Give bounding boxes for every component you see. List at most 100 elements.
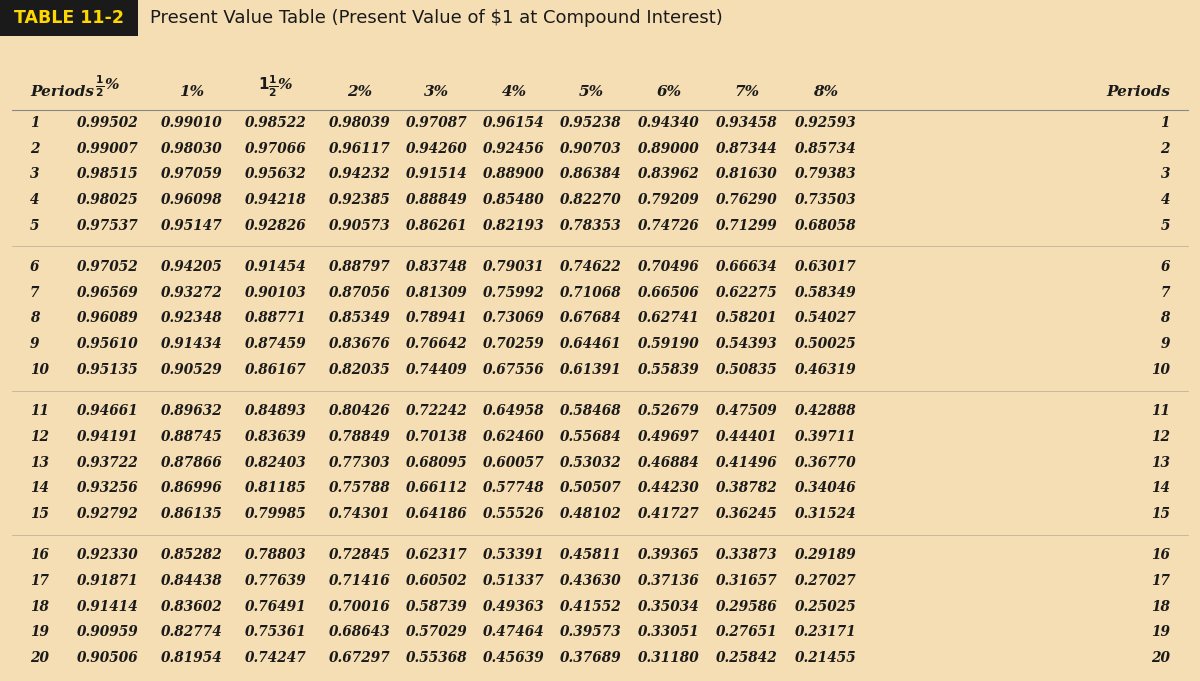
Text: 0.98522: 0.98522 xyxy=(245,116,307,130)
Text: 0.36770: 0.36770 xyxy=(796,456,857,470)
Text: 0.68643: 0.68643 xyxy=(329,625,391,639)
Text: 0.25025: 0.25025 xyxy=(796,600,857,614)
Text: 0.86996: 0.86996 xyxy=(161,481,223,495)
Text: 0.91414: 0.91414 xyxy=(77,600,139,614)
Text: 0.81185: 0.81185 xyxy=(245,481,307,495)
Text: 0.76491: 0.76491 xyxy=(245,600,307,614)
Text: 0.66506: 0.66506 xyxy=(638,286,700,300)
Text: Periods: Periods xyxy=(30,85,94,99)
Text: 0.94191: 0.94191 xyxy=(77,430,139,444)
Text: 6: 6 xyxy=(1160,260,1170,274)
Text: 0.90959: 0.90959 xyxy=(77,625,139,639)
Text: 0.55684: 0.55684 xyxy=(560,430,622,444)
Text: 0.47464: 0.47464 xyxy=(484,625,545,639)
Text: 0.87344: 0.87344 xyxy=(716,142,778,155)
Text: 13: 13 xyxy=(30,456,49,470)
Text: 0.53032: 0.53032 xyxy=(560,456,622,470)
Text: 0.94340: 0.94340 xyxy=(638,116,700,130)
Text: 0.90703: 0.90703 xyxy=(560,142,622,155)
Text: 0.79031: 0.79031 xyxy=(484,260,545,274)
Text: 10: 10 xyxy=(1151,363,1170,377)
Text: 0.55368: 0.55368 xyxy=(406,651,468,665)
Text: 8: 8 xyxy=(1160,311,1170,326)
Text: 0.54027: 0.54027 xyxy=(796,311,857,326)
Text: 13: 13 xyxy=(1151,456,1170,470)
Text: 2%: 2% xyxy=(348,85,372,99)
Text: 0.67684: 0.67684 xyxy=(560,311,622,326)
Text: 11: 11 xyxy=(30,404,49,418)
Text: 2: 2 xyxy=(30,142,40,155)
Text: 18: 18 xyxy=(1151,600,1170,614)
Text: 15: 15 xyxy=(1151,507,1170,521)
Text: 0.78353: 0.78353 xyxy=(560,219,622,233)
Text: 0.44230: 0.44230 xyxy=(638,481,700,495)
Text: 0.25842: 0.25842 xyxy=(716,651,778,665)
Text: 0.80426: 0.80426 xyxy=(329,404,391,418)
Text: 0.46884: 0.46884 xyxy=(638,456,700,470)
Bar xyxy=(0,0,138,36)
Text: 0.62460: 0.62460 xyxy=(484,430,545,444)
Text: 0.93458: 0.93458 xyxy=(716,116,778,130)
Text: 0.91871: 0.91871 xyxy=(77,574,139,588)
Text: 0.63017: 0.63017 xyxy=(796,260,857,274)
Text: 0.83676: 0.83676 xyxy=(329,337,391,351)
Text: 0.91514: 0.91514 xyxy=(406,168,468,181)
Text: 0.95135: 0.95135 xyxy=(77,363,139,377)
Text: 0.54393: 0.54393 xyxy=(716,337,778,351)
Text: 12: 12 xyxy=(1151,430,1170,444)
Text: 0.90529: 0.90529 xyxy=(161,363,223,377)
Text: 0.82403: 0.82403 xyxy=(245,456,307,470)
Text: 0.94218: 0.94218 xyxy=(245,193,307,207)
Text: 0.74726: 0.74726 xyxy=(638,219,700,233)
Text: 0.93272: 0.93272 xyxy=(161,286,223,300)
Text: 0.94205: 0.94205 xyxy=(161,260,223,274)
Text: 0.85349: 0.85349 xyxy=(329,311,391,326)
Text: 19: 19 xyxy=(30,625,49,639)
Text: 0.81309: 0.81309 xyxy=(406,286,468,300)
Text: 1: 1 xyxy=(30,116,40,130)
Text: 0.90103: 0.90103 xyxy=(245,286,307,300)
Text: 0.94232: 0.94232 xyxy=(329,168,391,181)
Text: 8: 8 xyxy=(30,311,40,326)
Text: 0.58739: 0.58739 xyxy=(406,600,468,614)
Text: 0.74622: 0.74622 xyxy=(560,260,622,274)
Text: 0.71416: 0.71416 xyxy=(329,574,391,588)
Text: 18: 18 xyxy=(30,600,49,614)
Text: 4: 4 xyxy=(30,193,40,207)
Text: 0.94661: 0.94661 xyxy=(77,404,139,418)
Text: 0.78941: 0.78941 xyxy=(406,311,468,326)
Text: 0.89000: 0.89000 xyxy=(638,142,700,155)
Text: 0.94260: 0.94260 xyxy=(406,142,468,155)
Text: 10: 10 xyxy=(30,363,49,377)
Text: 0.38782: 0.38782 xyxy=(716,481,778,495)
Text: 0.85282: 0.85282 xyxy=(161,548,223,563)
Text: Periods: Periods xyxy=(1106,85,1170,99)
Text: 0.71299: 0.71299 xyxy=(716,219,778,233)
Text: 0.75788: 0.75788 xyxy=(329,481,391,495)
Text: 12: 12 xyxy=(30,430,49,444)
Text: 3%: 3% xyxy=(425,85,450,99)
Text: 0.88900: 0.88900 xyxy=(484,168,545,181)
Text: 0.85480: 0.85480 xyxy=(484,193,545,207)
Text: 0.93722: 0.93722 xyxy=(77,456,139,470)
Text: 0.51337: 0.51337 xyxy=(484,574,545,588)
Text: 0.72242: 0.72242 xyxy=(406,404,468,418)
Text: 0.27027: 0.27027 xyxy=(796,574,857,588)
Text: 5: 5 xyxy=(1160,219,1170,233)
Text: 0.75361: 0.75361 xyxy=(245,625,307,639)
Text: 0.50025: 0.50025 xyxy=(796,337,857,351)
Text: 0.92826: 0.92826 xyxy=(245,219,307,233)
Text: 0.87459: 0.87459 xyxy=(245,337,307,351)
Text: 0.97537: 0.97537 xyxy=(77,219,139,233)
Text: 0.62741: 0.62741 xyxy=(638,311,700,326)
Text: 0.88771: 0.88771 xyxy=(245,311,307,326)
Text: 0.41552: 0.41552 xyxy=(560,600,622,614)
Text: 0.23171: 0.23171 xyxy=(796,625,857,639)
Text: 0.98039: 0.98039 xyxy=(329,116,391,130)
Text: 0.97087: 0.97087 xyxy=(406,116,468,130)
Text: 0.75992: 0.75992 xyxy=(484,286,545,300)
Text: 0.97052: 0.97052 xyxy=(77,260,139,274)
Text: 0.78849: 0.78849 xyxy=(329,430,391,444)
Text: 0.97066: 0.97066 xyxy=(245,142,307,155)
Text: 15: 15 xyxy=(30,507,49,521)
